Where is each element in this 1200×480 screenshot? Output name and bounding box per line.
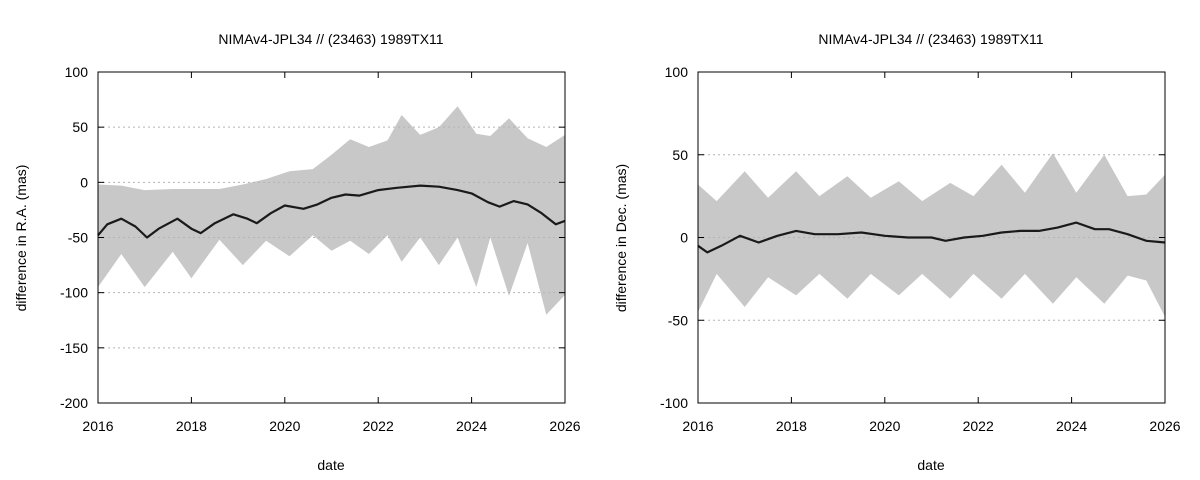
x-tick-label: 2016 [682, 418, 713, 434]
chart-title: NIMAv4-JPL34 // (23463) 1989TX11 [818, 31, 1043, 47]
x-tick-label: 2018 [776, 418, 807, 434]
y-axis-label: difference in Dec. (mas) [613, 164, 629, 312]
chart-title: NIMAv4-JPL34 // (23463) 1989TX11 [218, 31, 443, 47]
y-tick-label: 50 [672, 147, 688, 163]
uncertainty-band [698, 153, 1165, 317]
y-tick-label: -150 [60, 340, 88, 356]
y-axis-label: difference in R.A. (mas) [13, 165, 29, 312]
uncertainty-band [98, 106, 565, 315]
x-tick-label: 2026 [549, 418, 580, 434]
y-tick-label: 100 [65, 64, 89, 80]
x-tick-label: 2024 [456, 418, 487, 434]
x-tick-label: 2018 [176, 418, 207, 434]
x-tick-label: 2020 [269, 418, 300, 434]
series-line [97, 184, 566, 239]
y-tick-label: 0 [680, 230, 688, 246]
x-tick-label: 2016 [82, 418, 113, 434]
x-tick-label: 2020 [869, 418, 900, 434]
series-line [697, 221, 1166, 254]
x-tick-label: 2024 [1056, 418, 1087, 434]
ra-difference-chart: NIMAv4-JPL34 // (23463) 1989TX11 date di… [13, 31, 581, 473]
x-tick-label: 2022 [963, 418, 994, 434]
y-tick-label: 0 [80, 174, 88, 190]
dec-difference-chart: NIMAv4-JPL34 // (23463) 1989TX11 date di… [613, 31, 1181, 473]
x-tick-label: 2022 [363, 418, 394, 434]
y-tick-label: -100 [660, 395, 688, 411]
x-axis-label: date [917, 457, 944, 473]
x-axis-label: date [317, 457, 344, 473]
y-tick-label: -200 [60, 395, 88, 411]
y-tick-label: 50 [72, 119, 88, 135]
x-tick-label: 2026 [1149, 418, 1180, 434]
y-tick-label: -50 [668, 312, 688, 328]
y-tick-label: -50 [68, 230, 88, 246]
y-tick-label: -100 [60, 285, 88, 301]
y-tick-label: 100 [665, 64, 689, 80]
